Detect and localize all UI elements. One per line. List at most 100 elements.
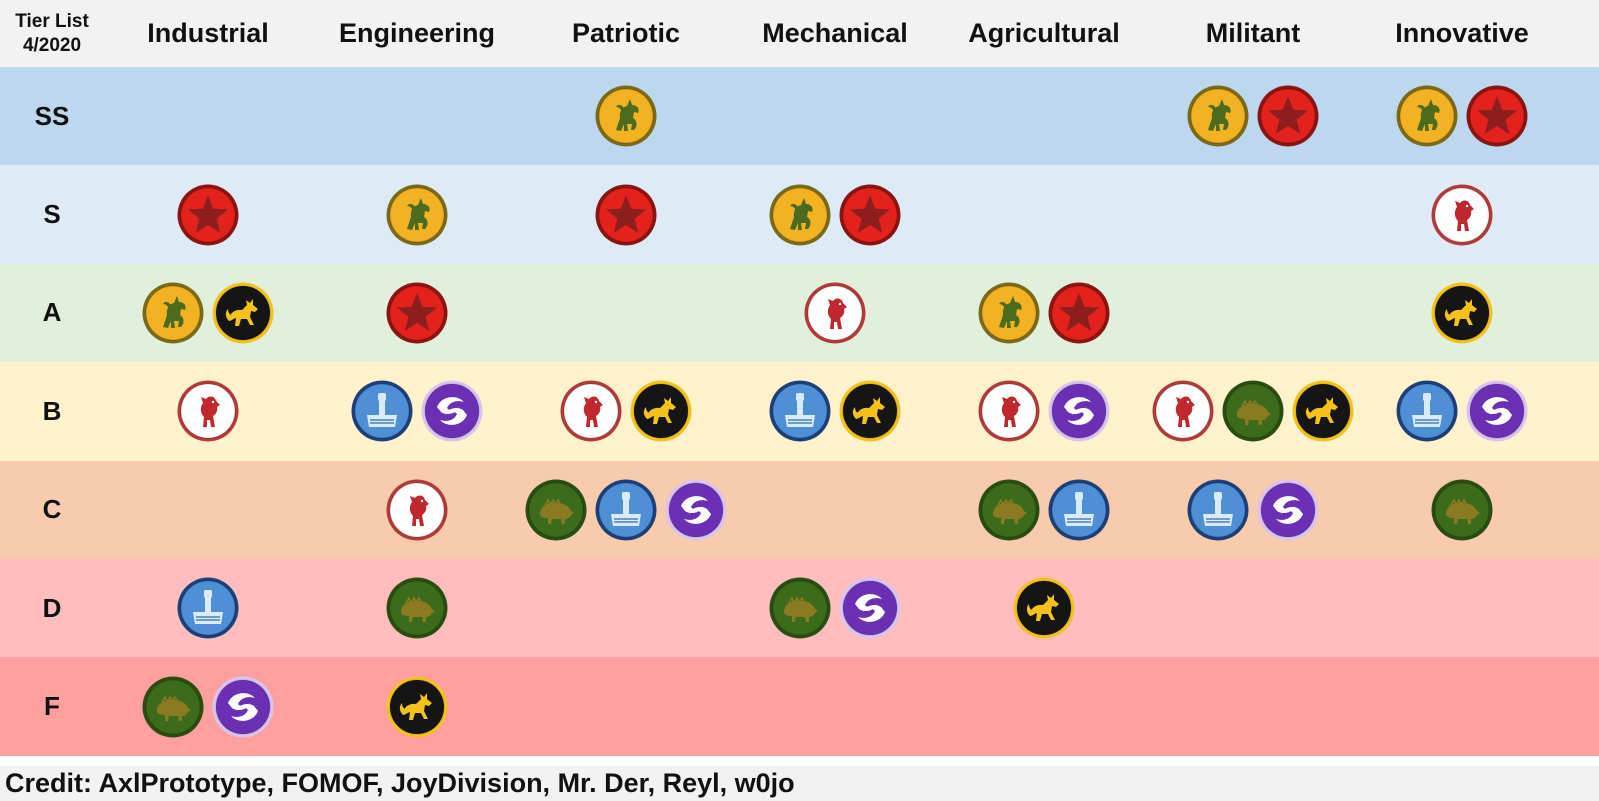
horse-icon (769, 184, 831, 246)
column-header-mechanical: Mechanical (762, 18, 908, 48)
tier-label: F (44, 691, 60, 722)
tier-cell-d-industrial (103, 559, 313, 657)
tier-cell-ss-mechanical (730, 67, 940, 165)
hammer-icon (769, 380, 831, 442)
star-icon (839, 184, 901, 246)
tier-cell-f-mechanical (730, 657, 940, 755)
title-line-1: Tier List (15, 10, 89, 32)
hammer-icon (1396, 380, 1458, 442)
tier-cell-s-engineering (312, 165, 522, 263)
column-header-innovative: Innovative (1395, 18, 1529, 48)
column-header-militant: Militant (1205, 18, 1301, 48)
tier-cell-d-militant (1148, 559, 1358, 657)
wolf-icon (630, 380, 692, 442)
tier-row-s: S (0, 165, 1599, 264)
tier-cell-b-patriotic (521, 362, 731, 460)
horse-icon (142, 282, 204, 344)
bear-icon (386, 479, 448, 541)
tier-label: S (43, 199, 61, 230)
bear-icon (804, 282, 866, 344)
tier-cell-b-mechanical (730, 362, 940, 460)
tier-row-a: A (0, 263, 1599, 363)
tier-cell-c-mechanical (730, 461, 940, 559)
bear-icon (1431, 184, 1493, 246)
tier-cell-b-militant (1148, 362, 1358, 460)
star-icon (1048, 282, 1110, 344)
column-header-engineering: Engineering (338, 18, 495, 48)
tier-cell-ss-innovative (1357, 67, 1567, 165)
horse-icon (1187, 85, 1249, 147)
tier-cell-ss-militant (1148, 67, 1358, 165)
tier-cell-d-innovative (1357, 559, 1567, 657)
tier-label: C (42, 494, 62, 525)
tier-cell-d-patriotic (521, 559, 731, 657)
tier-cell-ss-patriotic (521, 67, 731, 165)
boar-icon (142, 676, 204, 738)
serpent-icon (421, 380, 483, 442)
star-icon (177, 184, 239, 246)
tier-cell-c-agricultural (939, 461, 1149, 559)
credit-footer: Credit: AxlPrototype, FOMOF, JoyDivision… (0, 766, 1599, 801)
tier-cell-f-engineering (312, 657, 522, 755)
hammer-icon (1187, 479, 1249, 541)
bear-icon (978, 380, 1040, 442)
tier-cell-f-militant (1148, 657, 1358, 755)
tier-cell-b-engineering (312, 362, 522, 460)
tier-cell-a-engineering (312, 264, 522, 362)
star-icon (1257, 85, 1319, 147)
tier-cell-c-engineering (312, 461, 522, 559)
wolf-icon (212, 282, 274, 344)
tier-label: D (42, 592, 62, 623)
serpent-icon (665, 479, 727, 541)
credit-text: Credit: AxlPrototype, FOMOF, JoyDivision… (5, 768, 795, 798)
tier-row-f: F (0, 657, 1599, 756)
wolf-icon (386, 676, 448, 738)
boar-icon (525, 479, 587, 541)
tier-cell-a-innovative (1357, 264, 1567, 362)
tier-cell-s-industrial (103, 165, 313, 263)
tier-cell-a-industrial (103, 264, 313, 362)
tier-cell-f-industrial (103, 657, 313, 755)
tier-cell-f-agricultural (939, 657, 1149, 755)
hammer-icon (595, 479, 657, 541)
horse-icon (386, 184, 448, 246)
tier-cell-c-patriotic (521, 461, 731, 559)
tier-cell-ss-agricultural (939, 67, 1149, 165)
title-line-2: 4/2020 (22, 34, 82, 56)
star-icon (595, 184, 657, 246)
tier-cell-s-mechanical (730, 165, 940, 263)
serpent-icon (212, 676, 274, 738)
star-icon (1466, 85, 1528, 147)
serpent-icon (1466, 380, 1528, 442)
serpent-icon (1257, 479, 1319, 541)
boar-icon (978, 479, 1040, 541)
hammer-icon (351, 380, 413, 442)
wolf-icon (1431, 282, 1493, 344)
tier-cell-f-innovative (1357, 657, 1567, 755)
tier-label: B (42, 395, 62, 426)
tier-cell-a-mechanical (730, 264, 940, 362)
bear-icon (177, 380, 239, 442)
serpent-icon (839, 577, 901, 639)
tier-cell-ss-industrial (103, 67, 313, 165)
tier-cell-f-patriotic (521, 657, 731, 755)
tier-row-b: B (0, 362, 1599, 461)
tier-label: A (42, 297, 62, 328)
tier-cell-c-militant (1148, 461, 1358, 559)
tier-cell-c-innovative (1357, 461, 1567, 559)
bear-icon (560, 380, 622, 442)
column-header-industrial: Industrial (147, 18, 269, 48)
tier-cell-d-mechanical (730, 559, 940, 657)
tier-cell-s-agricultural (939, 165, 1149, 263)
tier-cell-ss-engineering (312, 67, 522, 165)
tier-cell-c-industrial (103, 461, 313, 559)
tier-cell-a-militant (1148, 264, 1358, 362)
tier-list-title: Tier List 4/2020 (0, 0, 104, 67)
wolf-icon (1292, 380, 1354, 442)
tier-cell-b-innovative (1357, 362, 1567, 460)
star-icon (386, 282, 448, 344)
bear-icon (1152, 380, 1214, 442)
horse-icon (595, 85, 657, 147)
wolf-icon (1013, 577, 1075, 639)
